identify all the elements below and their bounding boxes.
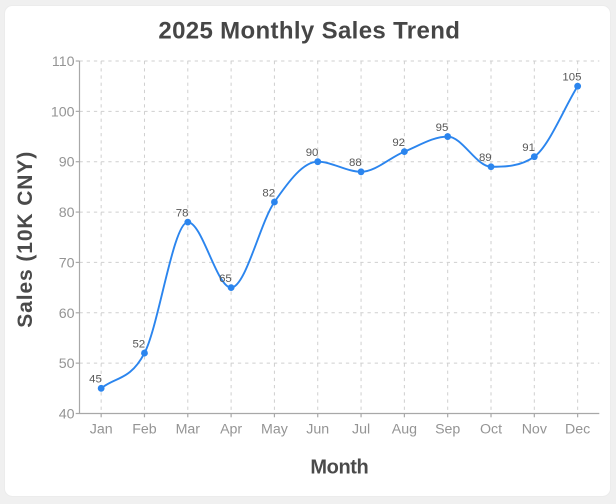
svg-text:Sep: Sep (435, 422, 460, 438)
svg-text:Jun: Jun (306, 422, 329, 438)
svg-text:50: 50 (59, 356, 75, 372)
svg-text:Jan: Jan (90, 422, 113, 438)
svg-text:Dec: Dec (565, 422, 590, 438)
svg-text:95: 95 (436, 122, 449, 134)
svg-text:Month: Month (310, 457, 368, 479)
svg-text:Aug: Aug (392, 422, 417, 438)
svg-text:90: 90 (59, 155, 75, 171)
svg-text:Oct: Oct (480, 422, 502, 438)
svg-text:88: 88 (349, 157, 362, 169)
svg-text:80: 80 (59, 205, 75, 221)
svg-text:Mar: Mar (176, 422, 201, 438)
svg-text:40: 40 (59, 407, 75, 423)
svg-text:100: 100 (51, 104, 75, 120)
svg-text:110: 110 (52, 54, 75, 70)
svg-text:Sales (10K CNY): Sales (10K CNY) (14, 151, 37, 328)
svg-text:65: 65 (219, 273, 232, 285)
svg-text:82: 82 (262, 187, 275, 199)
svg-text:90: 90 (306, 147, 319, 159)
svg-text:Nov: Nov (522, 422, 548, 438)
svg-text:92: 92 (392, 137, 405, 149)
svg-text:2025 Monthly Sales Trend: 2025 Monthly Sales Trend (158, 17, 460, 44)
svg-text:Jul: Jul (352, 422, 370, 438)
svg-text:105: 105 (562, 72, 581, 84)
svg-text:89: 89 (479, 152, 492, 164)
svg-text:52: 52 (132, 338, 145, 350)
svg-text:Apr: Apr (220, 422, 242, 438)
svg-text:70: 70 (59, 255, 75, 271)
svg-text:91: 91 (522, 142, 535, 154)
svg-text:78: 78 (176, 208, 189, 220)
svg-text:May: May (261, 422, 289, 438)
svg-text:Feb: Feb (132, 422, 157, 438)
svg-text:45: 45 (89, 374, 102, 386)
svg-text:60: 60 (59, 306, 75, 322)
